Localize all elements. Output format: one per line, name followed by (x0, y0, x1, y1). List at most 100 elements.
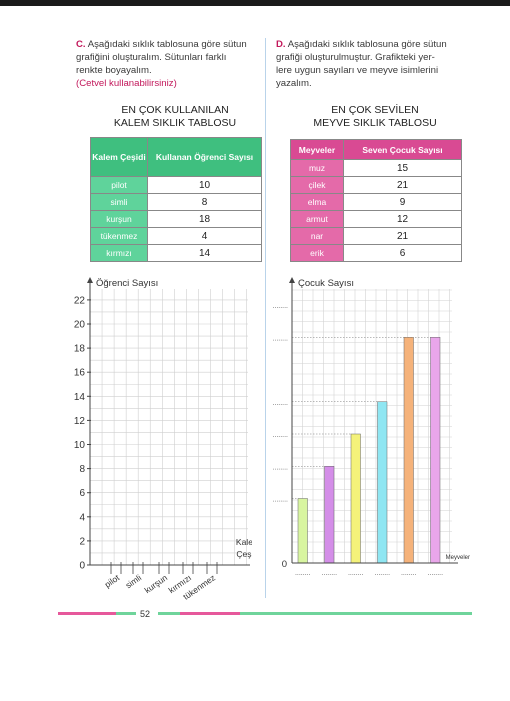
question-note: (Cetvel kullanabilirsiniz) (76, 78, 177, 89)
question-line: yazalım. (276, 78, 312, 89)
question-line: grafiği oluşturulmuştur. Grafikteki yer- (276, 52, 435, 63)
y-tick-label: 6 (79, 488, 85, 499)
y-zero-label: 0 (282, 559, 287, 570)
row-value: 18 (147, 210, 262, 228)
y-tick-label: 20 (74, 320, 86, 331)
fruit-bar-chart: ........................................… (272, 277, 470, 577)
y-axis-title: Öğrenci Sayısı (96, 278, 158, 289)
y-tick-label: 14 (74, 392, 86, 403)
question-line: Aşağıdaki sıklık tablosuna göre sütun (287, 39, 447, 50)
y-tick-label: 8 (79, 464, 85, 475)
top-border (0, 0, 510, 6)
table-row: muz 15 (290, 159, 462, 177)
y-tick-label: 0 (79, 561, 85, 572)
row-label: kırmızı (90, 244, 148, 262)
row-label: pilot (90, 176, 148, 194)
table-row: çilek 21 (290, 176, 462, 194)
y-axis-arrow (289, 277, 295, 283)
question-letter: C. (76, 39, 86, 50)
bar (403, 337, 414, 564)
x-category-label: kurşun (143, 572, 170, 595)
x-label-blank: ........ (321, 570, 337, 577)
table-row: kırmızı 14 (90, 244, 262, 262)
table-row: kurşun 18 (90, 210, 262, 228)
row-label: nar (290, 227, 344, 245)
table-row: nar 21 (290, 227, 462, 245)
y-axis-title: Çocuk Sayısı (298, 278, 354, 289)
table-row: simli 8 (90, 193, 262, 211)
pen-frequency-table: Kalem Çeşidi Kullanan Öğrenci Sayısı pil… (90, 137, 262, 262)
question-line: renkte boyayalım. (76, 65, 152, 76)
bar (324, 466, 335, 564)
y-tick-label: 10 (74, 440, 86, 451)
row-value: 21 (343, 176, 462, 194)
question-line: lere uygun sayıları ve meyve isimlerini (276, 65, 439, 76)
row-label: kurşun (90, 210, 148, 228)
table-row: armut 12 (290, 210, 462, 228)
row-label: elma (290, 193, 344, 211)
x-category-label: pilot (103, 572, 122, 590)
y-tick-label: 18 (74, 344, 86, 355)
table-row: tükenmez 4 (90, 227, 262, 245)
row-value: 15 (343, 159, 462, 177)
question-letter: D. (276, 39, 286, 50)
x-label-blank: ........ (295, 570, 311, 577)
y-label-blank: ........ (272, 335, 288, 342)
table-header: Meyveler (290, 139, 344, 160)
table-row: pilot 10 (90, 176, 262, 194)
row-value: 10 (147, 176, 262, 194)
question-d: D. Aşağıdaki sıklık tablosuna göre sütun… (276, 38, 466, 90)
footer-stripe (180, 612, 240, 615)
x-label-blank: ........ (401, 570, 417, 577)
pen-bar-chart-grid: Öğrenci Sayısı 0 2 4 6 8 10 12 14 16 18 20 22 pilot si… (74, 277, 252, 602)
title-line: EN ÇOK KULLANILAN (121, 104, 229, 116)
page-number: 52 (140, 609, 151, 619)
table-header: Seven Çocuk Sayısı (343, 139, 462, 160)
table-header: Kalem Çeşidi (90, 137, 148, 177)
footer-stripe (58, 612, 116, 615)
column-divider (265, 38, 266, 598)
title-line: EN ÇOK SEVİLEN (331, 104, 419, 116)
x-label-blank: ........ (427, 570, 443, 577)
x-label-blank: ........ (374, 570, 390, 577)
row-label: armut (290, 210, 344, 228)
row-value: 8 (147, 193, 262, 211)
y-tick-label: 12 (74, 416, 86, 427)
bar (350, 433, 361, 564)
question-c: C. Aşağıdaki sıklık tablosuna göre sütun… (76, 38, 261, 90)
row-value: 21 (343, 227, 462, 245)
right-table-title: EN ÇOK SEVİLEN MEYVE SIKLIK TABLOSU (290, 104, 460, 130)
row-label: muz (290, 159, 344, 177)
x-label-blank: ........ (348, 570, 364, 577)
question-line: grafiğini oluşturalım. Sütunları farklı (76, 52, 227, 63)
table-row: elma 9 (290, 193, 462, 211)
row-label: çilek (290, 176, 344, 194)
table-header: Kullanan Öğrenci Sayısı (147, 137, 262, 177)
row-value: 9 (343, 193, 462, 211)
footer-stripe (116, 612, 136, 615)
table-row: erik 6 (290, 244, 462, 262)
bar (377, 401, 388, 564)
x-axis-title: Çeşidi (236, 549, 252, 559)
footer-stripe (240, 612, 472, 615)
row-label: tükenmez (90, 227, 148, 245)
row-value: 4 (147, 227, 262, 245)
y-label-blank: ........ (272, 432, 288, 439)
title-line: MEYVE SIKLIK TABLOSU (313, 117, 437, 129)
question-line: Aşağıdaki sıklık tablosuna göre sütun (87, 39, 247, 50)
y-tick-label: 4 (79, 512, 85, 523)
x-axis-title: Kalem (236, 537, 252, 547)
row-label: simli (90, 193, 148, 211)
y-label-blank: ........ (272, 464, 288, 471)
footer-stripe (158, 612, 180, 615)
y-label-blank: ........ (272, 497, 288, 504)
y-tick-label: 2 (79, 536, 85, 547)
title-line: KALEM SIKLIK TABLOSU (113, 117, 237, 129)
y-axis-arrow (87, 277, 93, 283)
bar (297, 498, 308, 564)
y-tick-label: 22 (74, 295, 86, 306)
row-value: 14 (147, 244, 262, 262)
x-category-label: simli (123, 572, 143, 590)
fruit-frequency-table: Meyveler Seven Çocuk Sayısı muz 15 çilek 21… (290, 139, 462, 262)
row-value: 12 (343, 210, 462, 228)
